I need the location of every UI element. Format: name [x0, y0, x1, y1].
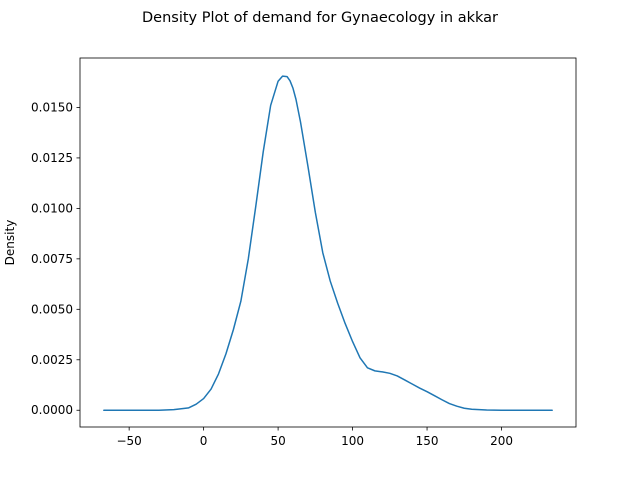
density-curve — [103, 75, 553, 411]
y-tick-label: 0.0025 — [31, 353, 73, 367]
y-axis-ticks: 0.0000 0.0025 0.0050 0.0075 0.0100 0.0125 0.01… — [31, 100, 80, 417]
x-axis-ticks: −50 0 50 100 150 200 — [116, 427, 513, 448]
y-tick-label: 0.0150 — [31, 100, 73, 114]
x-tick-label: 200 — [490, 434, 513, 448]
x-tick-label: −50 — [116, 434, 141, 448]
y-tick-label: 0.0125 — [31, 151, 73, 165]
y-axis-label: Density — [3, 220, 17, 266]
chart-title: Density Plot of demand for Gynaecology i… — [142, 10, 498, 26]
axes-frame — [79, 57, 577, 428]
y-tick-label: 0.0075 — [31, 252, 73, 266]
plot-area — [103, 75, 553, 411]
x-tick-label: 0 — [200, 434, 208, 448]
x-tick-label: 50 — [270, 434, 285, 448]
x-tick-label: 150 — [416, 434, 439, 448]
y-tick-label: 0.0000 — [31, 403, 73, 417]
y-tick-label: 0.0100 — [31, 201, 73, 215]
x-tick-label: 100 — [341, 434, 364, 448]
y-tick-label: 0.0050 — [31, 302, 73, 316]
